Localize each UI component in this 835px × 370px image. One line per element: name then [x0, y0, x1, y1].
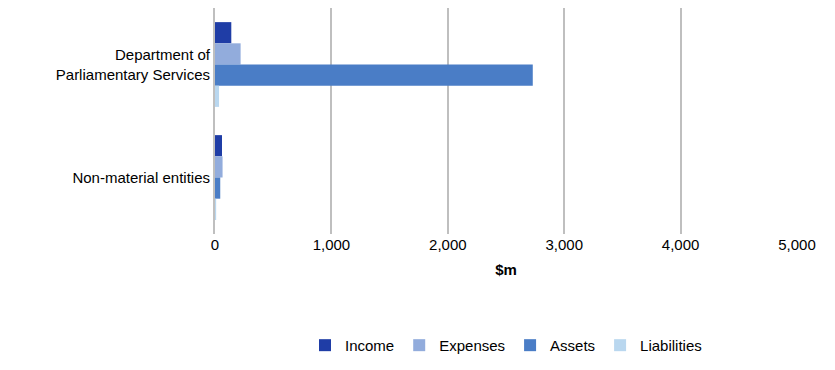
svg-text:1,000: 1,000: [313, 236, 351, 253]
svg-text:Assets: Assets: [550, 337, 595, 354]
svg-text:Income: Income: [345, 337, 394, 354]
svg-text:4,000: 4,000: [662, 236, 700, 253]
svg-text:Non-material entities: Non-material entities: [72, 169, 210, 186]
svg-text:2,000: 2,000: [429, 236, 467, 253]
svg-text:$m: $m: [495, 261, 517, 278]
svg-text:Expenses: Expenses: [439, 337, 505, 354]
svg-text:0: 0: [211, 236, 219, 253]
svg-text:Liabilities: Liabilities: [640, 337, 702, 354]
svg-text:3,000: 3,000: [545, 236, 583, 253]
svg-text:Department ofParliamentary Ser: Department ofParliamentary Services: [56, 46, 211, 83]
svg-text:5,000: 5,000: [778, 236, 816, 253]
